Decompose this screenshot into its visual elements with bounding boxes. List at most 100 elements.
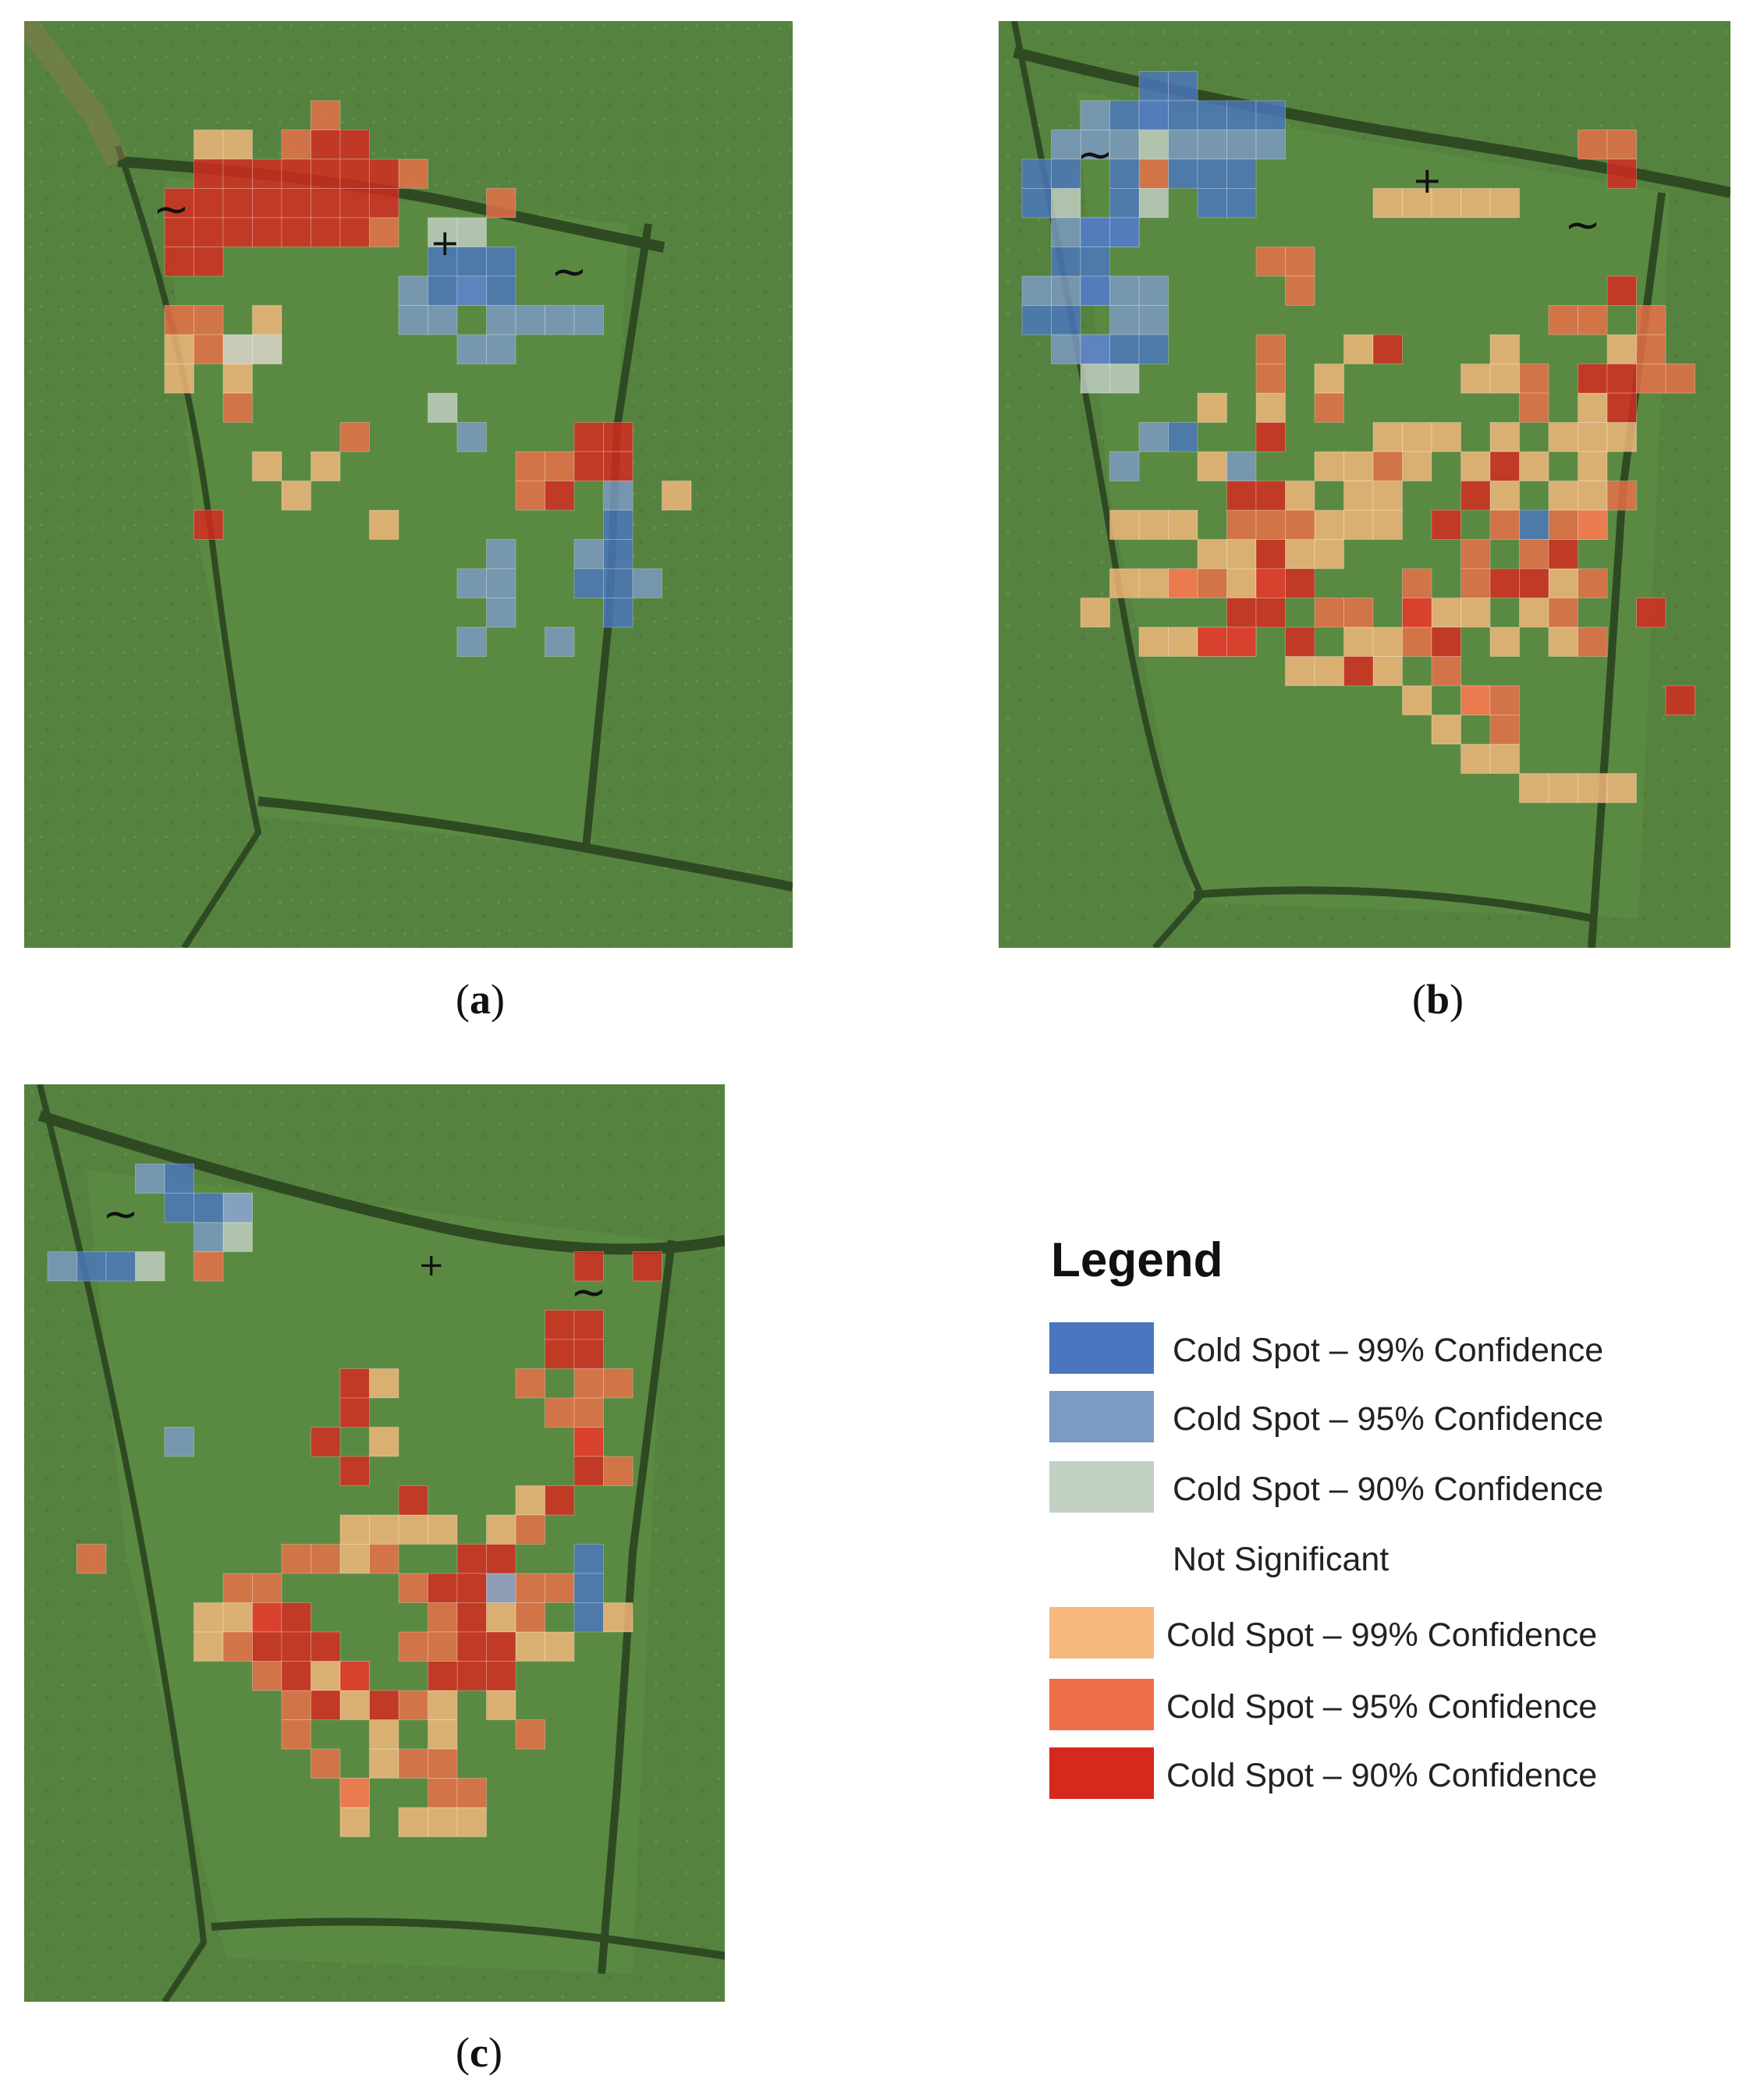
grid-cell-hot90 — [1197, 392, 1227, 423]
legend-title: Legend — [1051, 1233, 1223, 1287]
grid-cell-hot90 — [1578, 481, 1608, 511]
legend-item: Cold Spot – 95% Confidence — [1049, 1679, 1673, 1733]
grid-cell-hot99 — [545, 481, 575, 511]
legend-swatch — [1049, 1679, 1154, 1730]
grid-cell-hot99 — [311, 217, 341, 247]
grid-cell-hot90 — [1606, 422, 1637, 452]
grid-cell-hot99 — [545, 1339, 575, 1369]
grid-cell-hot99 — [456, 1631, 487, 1662]
grid-cell-cold95 — [398, 305, 428, 335]
grid-cell-hot95 — [428, 1748, 458, 1779]
grid-cell-hot90 — [1372, 656, 1403, 686]
grid-cell-cold95 — [1109, 275, 1140, 306]
grid-cell-hot90 — [1431, 715, 1461, 745]
grid-cell-hot99 — [252, 188, 282, 218]
grid-cell-hot95 — [428, 1631, 458, 1662]
grid-cell-hot95 — [222, 1631, 253, 1662]
grid-cell-cold99 — [1109, 334, 1140, 364]
grid-cell-cold99 — [1226, 188, 1257, 218]
grid-cell-hot90 — [1548, 626, 1578, 657]
grid-cell-hot95 — [1255, 247, 1286, 277]
map-panel-a: + ~ ~ — [24, 21, 793, 948]
grid-cell-cold99 — [1109, 217, 1140, 247]
grid-cell-cold95 — [486, 1573, 516, 1603]
grid-cell-hot99 — [573, 1456, 604, 1486]
legend-swatch — [1049, 1747, 1154, 1799]
grid-cell-cold99 — [1197, 188, 1227, 218]
grid-cell-hot90 — [545, 1631, 575, 1662]
grid-cell-cold99 — [428, 275, 458, 306]
grid-cell-hot90 — [1431, 422, 1461, 452]
grid-cell-cold99 — [456, 247, 487, 277]
grid-cell-hot95 — [1519, 539, 1549, 569]
marker-tilde-b1: ~ — [1077, 129, 1113, 180]
grid-cell-hot90 — [1372, 626, 1403, 657]
grid-cell-hot90 — [369, 1368, 399, 1399]
grid-cell-hot95 — [1548, 598, 1578, 628]
grid-cell-cold95 — [1051, 129, 1081, 160]
grid-cell-hot99 — [1489, 451, 1520, 481]
grid-cell-hot95 — [252, 1661, 282, 1691]
grid-cell-hot90 — [281, 481, 311, 511]
grid-cell-hot90 — [1138, 626, 1169, 657]
grid-cell-hot99 — [252, 217, 282, 247]
grid-cell-hot95 — [515, 1514, 545, 1545]
grid-cell-hot90 — [1461, 364, 1491, 394]
legend-item: Cold Spot – 90% Confidence — [1049, 1747, 1673, 1802]
grid-cell-hot95 — [1285, 247, 1315, 277]
grid-cell-hot90 — [1606, 334, 1637, 364]
grid-cell-hot95 — [222, 1573, 253, 1603]
grid-cell-hot95 — [1402, 568, 1432, 598]
grid-cell-hot90 — [222, 364, 253, 394]
grid-cell-cold99 — [164, 1193, 194, 1223]
grid-cell-cold95 — [1138, 275, 1169, 306]
grid-cell-hot90 — [1402, 451, 1432, 481]
grid-cell-hot95 — [1226, 509, 1257, 540]
legend-item: Cold Spot – 90% Confidence — [1049, 1461, 1673, 1516]
grid-cell-hot99 — [339, 1368, 370, 1399]
grid-cell-hot90 — [1168, 626, 1198, 657]
grid-cell-hot95 — [1285, 509, 1315, 540]
grid-cell-hot99 — [339, 1397, 370, 1428]
grid-cell-hot99 — [1255, 422, 1286, 452]
grid-cell-hot99 — [193, 188, 224, 218]
legend-item: Cold Spot – 99% Confidence — [1049, 1607, 1673, 1662]
grid-cell-hot90 — [1314, 364, 1344, 394]
grid-cell-cold95 — [1021, 275, 1052, 306]
grid-cell-hot99 — [311, 1690, 341, 1720]
grid-cell-hot99 — [573, 1310, 604, 1340]
grid-cell-cold95 — [632, 568, 662, 598]
map-panel-b: + ~ ~ — [999, 21, 1730, 948]
grid-cell-hot95 — [1431, 656, 1461, 686]
grid-cell-hot95 — [281, 1544, 311, 1574]
grid-cell-hot90 — [1226, 539, 1257, 569]
grid-cell-hot99 — [428, 1661, 458, 1691]
grid-cell-hot90 — [1578, 392, 1608, 423]
grid-cell-hot95 — [1489, 685, 1520, 715]
grid-cell-cold90 — [1138, 188, 1169, 218]
grid-cell-hot90 — [1548, 481, 1578, 511]
grid-cell-hot95 — [515, 1602, 545, 1633]
grid-cell-hot95 — [603, 1368, 634, 1399]
grid-cell-hot99 — [164, 247, 194, 277]
grid-cell-hot90 — [1519, 773, 1549, 804]
grid-cell-hot95 — [369, 217, 399, 247]
grid-cell-hot95 — [1489, 715, 1520, 745]
grid-cell-hot99 — [252, 1602, 282, 1633]
grid-cell-hot95 — [193, 305, 224, 335]
grid-cell-hot90 — [1548, 773, 1578, 804]
grid-cell-cold99 — [1021, 158, 1052, 189]
grid-cell-hot90 — [1372, 481, 1403, 511]
hedge-bottom-b — [1193, 886, 1592, 922]
grid-cell-cold99 — [456, 275, 487, 306]
caption-c: (c) — [456, 2029, 502, 2076]
grid-cell-hot90 — [486, 1690, 516, 1720]
grid-cell-hot99 — [339, 217, 370, 247]
grid-cell-hot99 — [311, 129, 341, 160]
map-panel-c: + ~ ~ — [24, 1084, 725, 2002]
grid-cell-cold95 — [398, 275, 428, 306]
map-svg-c: + ~ ~ — [24, 1084, 725, 2002]
grid-cell-hot99 — [573, 1251, 604, 1282]
grid-cell-cold95 — [486, 568, 516, 598]
grid-cell-hot99 — [193, 158, 224, 189]
